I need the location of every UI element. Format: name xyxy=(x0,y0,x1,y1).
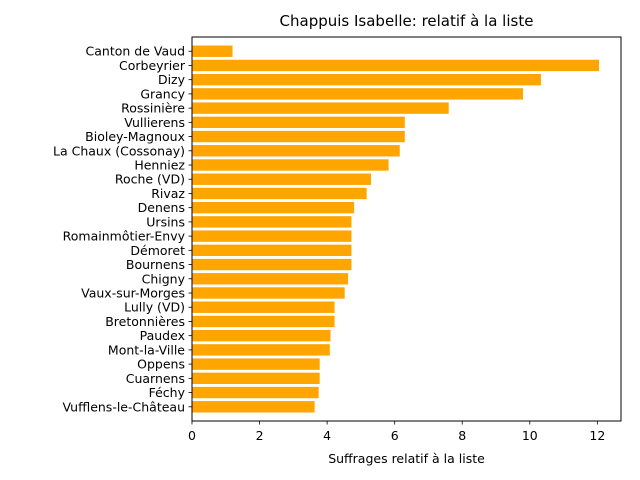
bar xyxy=(192,344,330,356)
bar xyxy=(192,145,400,157)
bar xyxy=(192,301,335,313)
bar xyxy=(192,358,320,370)
y-axis-ticks: Canton de VaudCorbeyrierDizyGrancyRossin… xyxy=(53,44,192,414)
bar xyxy=(192,230,352,242)
y-tick-label: Rivaz xyxy=(151,186,185,201)
y-tick-label: Denens xyxy=(138,200,185,215)
plot-frame xyxy=(191,36,622,422)
bar xyxy=(192,59,600,72)
y-tick-label: Ursins xyxy=(146,214,185,229)
y-tick-label: Lully (VD) xyxy=(124,300,185,315)
bar xyxy=(192,216,352,228)
bar xyxy=(192,116,405,129)
y-tick-label: Canton de Vaud xyxy=(86,44,185,59)
bar xyxy=(192,258,352,271)
bar xyxy=(192,273,349,285)
x-tick-label: 4 xyxy=(323,428,331,443)
y-tick-label: Henniez xyxy=(134,158,185,173)
y-tick-label: Démoret xyxy=(130,243,185,258)
bar xyxy=(192,159,389,171)
bar xyxy=(192,401,315,413)
bar xyxy=(192,329,331,342)
y-tick-label: Féchy xyxy=(149,385,186,400)
bar xyxy=(192,372,320,385)
y-tick-label: Cuarnens xyxy=(126,371,185,386)
y-tick-label: Romainmôtier-Envy xyxy=(63,229,186,244)
bars-group xyxy=(192,45,600,413)
x-axis-label: Suffrages relatif à la liste xyxy=(328,451,485,466)
bar xyxy=(192,88,524,100)
bar xyxy=(192,201,355,214)
y-tick-label: Vaux-sur-Morges xyxy=(81,286,185,301)
bar xyxy=(192,73,541,86)
y-tick-label: Bretonnières xyxy=(105,314,185,329)
bar xyxy=(192,173,372,185)
bar xyxy=(192,244,352,257)
y-tick-label: Rossinière xyxy=(121,101,185,116)
y-tick-label: Grancy xyxy=(140,86,185,101)
bar xyxy=(192,187,367,200)
bar xyxy=(192,315,335,328)
y-tick-label: Bournens xyxy=(126,257,185,272)
x-tick-label: 0 xyxy=(188,428,196,443)
y-tick-label: Mont-la-Ville xyxy=(108,342,185,357)
bar xyxy=(192,386,319,399)
y-tick-label: Oppens xyxy=(137,357,185,372)
bar xyxy=(192,130,405,143)
y-tick-label: La Chaux (Cossonay) xyxy=(53,143,185,158)
bar xyxy=(192,45,233,57)
y-tick-label: Vufflens-le-Château xyxy=(62,399,185,414)
bar xyxy=(192,102,449,114)
y-tick-label: Corbeyrier xyxy=(119,58,186,73)
y-tick-label: Bioley-Magnoux xyxy=(85,129,185,144)
y-tick-label: Roche (VD) xyxy=(115,172,185,187)
x-axis-ticks: 0 2 4 6 8 10 12 xyxy=(188,421,605,443)
x-tick-label: 2 xyxy=(256,428,264,443)
y-tick-label: Vullierens xyxy=(124,115,185,130)
x-tick-label: 12 xyxy=(589,428,605,443)
x-tick-label: 6 xyxy=(391,428,399,443)
bar xyxy=(192,287,345,299)
y-tick-label: Paudex xyxy=(140,328,185,343)
y-tick-label: Dizy xyxy=(158,72,186,87)
chart-title: Chappuis Isabelle: relatif à la liste xyxy=(280,12,534,30)
x-tick-label: 10 xyxy=(522,428,538,443)
x-tick-label: 8 xyxy=(458,428,466,443)
y-tick-label: Chigny xyxy=(142,271,186,286)
